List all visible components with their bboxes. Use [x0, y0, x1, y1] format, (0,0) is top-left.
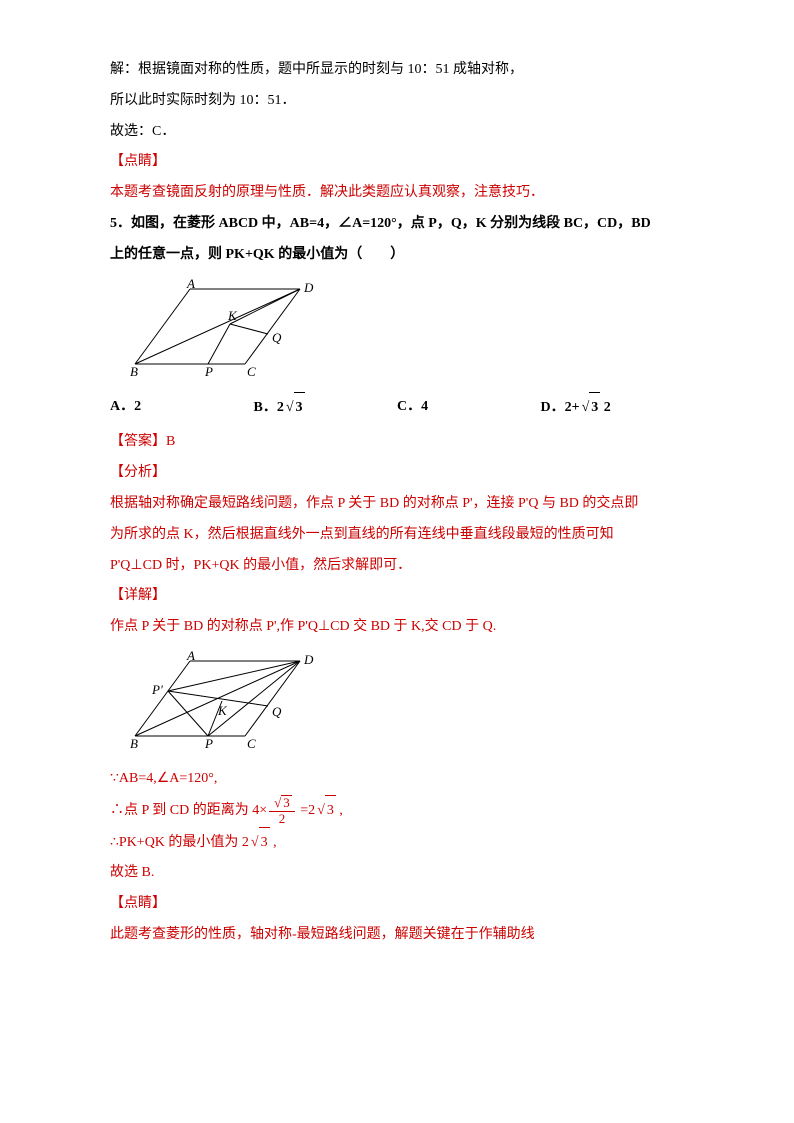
dianjing-label: 【点睛】	[110, 889, 684, 920]
calc-line: ∴PK+QK 的最小值为 2 3 ,	[110, 827, 684, 859]
fenxi-label: 【分析】	[110, 458, 684, 489]
sol-line: 故选：C．	[110, 117, 684, 148]
dianjing-text: 此题考查菱形的性质，轴对称-最短路线问题，解题关键在于作辅助线	[110, 920, 684, 951]
option-a: A．2	[110, 392, 254, 424]
q5-stem: 5．如图，在菱形 ABCD 中，AB=4，∠A=120°，点 P，Q，K 分别为…	[110, 209, 684, 240]
radicand: 3	[259, 827, 270, 859]
radicand: 3	[294, 392, 305, 424]
xiangjie-label: 【详解】	[110, 581, 684, 612]
svg-text:K: K	[217, 703, 228, 718]
sol-line: 所以此时实际时刻为 10：51．	[110, 86, 684, 117]
option-d-prefix: D．2+	[541, 400, 580, 415]
radicand: 3	[589, 392, 600, 424]
calc-suffix: ,	[336, 803, 343, 818]
sqrt-icon: 3	[249, 827, 270, 859]
svg-text:A: A	[186, 651, 195, 663]
option-b-prefix: B．2	[254, 400, 284, 415]
radicand: 3	[281, 795, 292, 810]
svg-text:D: D	[303, 280, 314, 295]
calc-mid: =2	[297, 803, 315, 818]
fenxi-text: 为所求的点 K，然后根据直线外一点到直线的所有连线中垂直线段最短的性质可知	[110, 520, 684, 551]
svg-text:C: C	[247, 364, 256, 379]
answer-label: 【答案】B	[110, 427, 684, 458]
fenxi-text: P'Q⊥CD 时，PK+QK 的最小值，然后求解即可．	[110, 551, 684, 582]
xiangjie-text: 作点 P 关于 BD 的对称点 P',作 P'Q⊥CD 交 BD 于 K,交 C…	[110, 612, 684, 643]
svg-text:P': P'	[151, 682, 163, 697]
sqrt-icon: 3	[580, 392, 601, 424]
options-row: A．2 B．2 3 C．4 D．2+ 3 2	[110, 392, 684, 424]
calc-line: 故选 B.	[110, 858, 684, 889]
sqrt-icon: 3	[315, 795, 336, 827]
denominator: 2	[269, 812, 295, 826]
option-d: D．2+ 3 2	[541, 392, 685, 424]
fenxi-text: 根据轴对称确定最短路线问题，作点 P 关于 BD 的对称点 P'，连接 P'Q …	[110, 489, 684, 520]
calc-line: ∵AB=4,∠A=120°,	[110, 764, 684, 795]
option-d-suffix: 2	[600, 400, 611, 415]
svg-text:C: C	[247, 736, 256, 751]
svg-text:A: A	[186, 279, 195, 291]
option-c: C．4	[397, 392, 541, 424]
sqrt-icon: 3	[272, 795, 292, 810]
sol-line: 解：根据镜面对称的性质，题中所显示的时刻与 10：51 成轴对称，	[110, 55, 684, 86]
dianjing-label: 【点睛】	[110, 147, 684, 178]
svg-text:P: P	[204, 364, 213, 379]
rhombus-diagram-2: A D B C P P' K Q	[130, 651, 340, 756]
calc-suffix: ,	[270, 835, 277, 850]
calc-prefix: ∴PK+QK 的最小值为 2	[110, 835, 249, 850]
svg-text:K: K	[227, 308, 238, 323]
sqrt-icon: 3	[284, 392, 305, 424]
calc-line: ∴点 P 到 CD 的距离为 4×32 =23 ,	[110, 795, 684, 827]
dianjing-text: 本题考查镜面反射的原理与性质．解决此类题应认真观察，注意技巧．	[110, 178, 684, 209]
fraction: 32	[269, 795, 295, 826]
svg-text:P: P	[204, 736, 213, 751]
calc-prefix: ∴点 P 到 CD 的距离为 4×	[110, 803, 267, 818]
svg-text:D: D	[303, 652, 314, 667]
svg-text:Q: Q	[272, 330, 282, 345]
svg-text:B: B	[130, 364, 138, 379]
svg-text:B: B	[130, 736, 138, 751]
svg-text:Q: Q	[272, 704, 282, 719]
option-b: B．2 3	[254, 392, 398, 424]
q5-stem: 上的任意一点，则 PK+QK 的最小值为（ ）	[110, 240, 684, 271]
rhombus-diagram-1: A D B C P K Q	[130, 279, 340, 384]
radicand: 3	[325, 795, 336, 827]
